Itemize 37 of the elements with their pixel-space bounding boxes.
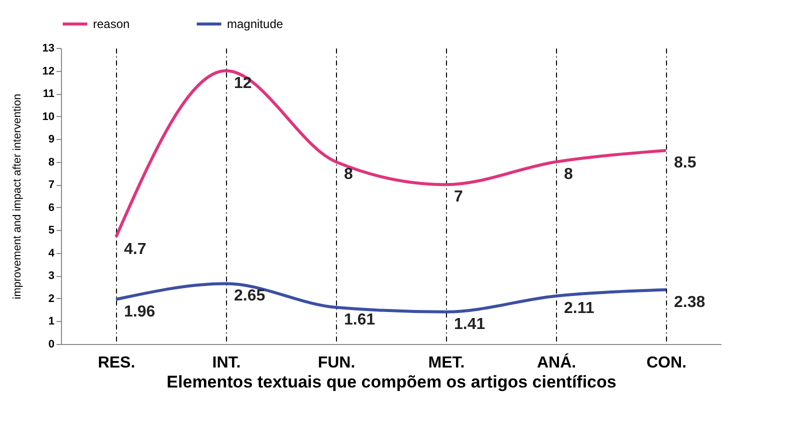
y-tick-label: 4 [48,247,56,260]
data-label: 8 [344,166,353,183]
y-tick-label: 9 [48,134,54,146]
data-label: 8 [564,166,573,183]
data-label: 2.65 [234,288,266,305]
data-label: 1.96 [124,303,156,320]
data-label: 2.38 [674,294,706,311]
y-tick-label: 0 [48,338,54,350]
data-label: 1.61 [344,311,376,328]
x-tick-label: ANÁ. [536,352,576,372]
y-tick-label: 5 [48,224,54,237]
x-axis-title: Elementos textuais que compõem os artigos científicos [166,372,616,392]
legend-label: magnitude [227,17,284,31]
data-label: 2.11 [564,300,594,317]
data-label: 8.5 [674,154,696,172]
x-tick-label: MET. [428,354,465,372]
y-tick-label: 11 [42,88,54,100]
legend-label: reason [93,17,130,31]
x-tick-label: FUN. [318,354,356,372]
y-tick-label: 1 [48,316,54,328]
y-tick-label: 7 [48,179,54,192]
data-label: 12 [234,74,252,92]
y-tick-label: 8 [48,156,54,168]
data-label: 4.7 [124,240,146,258]
y-tick-label: 12 [42,65,54,78]
data-label: 1.41 [454,316,486,333]
x-tick-label: INT. [212,354,241,372]
y-tick-label: 3 [48,270,54,282]
x-tick-label: CON. [646,354,686,372]
y-tick-label: 10 [42,110,54,123]
y-tick-label: 2 [48,292,54,305]
line-series [114,69,668,238]
x-tick-label: RES. [98,354,136,372]
y-tick-label: 6 [48,202,54,214]
y-tick-label: 13 [42,42,54,54]
y-axis-title: improvement and impact after intervention [11,94,24,300]
data-label: 7 [454,188,463,206]
